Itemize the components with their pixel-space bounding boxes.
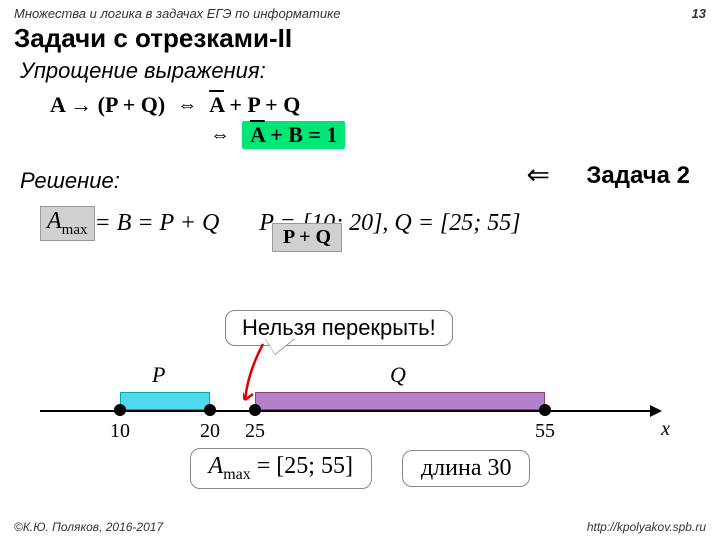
tick-label: 10 xyxy=(110,420,130,443)
copyright: ©К.Ю. Поляков, 2016-2017 xyxy=(14,520,163,534)
x-axis xyxy=(40,410,660,412)
tick-dot xyxy=(204,404,216,416)
tick-dot xyxy=(249,404,261,416)
x-axis-label: x xyxy=(661,418,670,441)
header-topic: Множества и логика в задачах ЕГЭ по инфо… xyxy=(14,6,340,21)
implies-arrow-icon: ⇐ xyxy=(527,158,550,191)
warning-callout: Нельзя перекрыть! xyxy=(225,310,453,346)
q-label: Q xyxy=(390,362,406,388)
formula-line-2: ⇔ A + B = 1 xyxy=(0,120,720,150)
length-result: длина 30 xyxy=(402,450,531,487)
task-number: Задача 2 xyxy=(586,162,690,190)
tick-label: 25 xyxy=(245,420,265,443)
amax-equation: Amax = B = P + Q P = [10; 20], Q = [25; … xyxy=(0,198,720,241)
interval-q-bar xyxy=(255,392,545,410)
formula-line-1: A → (P + Q) ⇔ A + P + Q xyxy=(0,90,720,120)
section-simplification: Упрощение выражения: xyxy=(0,58,720,90)
number-line: P Q x 10 20 25 55 xyxy=(40,350,680,450)
result-row: Amax = [25; 55] длина 30 xyxy=(0,448,720,489)
p-label: P xyxy=(152,362,165,388)
slide-title: Задачи с отрезками-II xyxy=(0,23,720,58)
amax-result: Amax = [25; 55] xyxy=(190,448,372,489)
tick-label: 20 xyxy=(200,420,220,443)
tick-label: 55 xyxy=(535,420,555,443)
slide-header: Множества и логика в задачах ЕГЭ по инфо… xyxy=(0,0,720,23)
slide-footer: ©К.Ю. Поляков, 2016-2017 http://kpolyako… xyxy=(0,520,720,534)
highlighted-formula: A + B = 1 xyxy=(242,121,345,149)
interval-p-bar xyxy=(120,392,210,410)
tick-dot xyxy=(114,404,126,416)
footer-url: http://kpolyakov.spb.ru xyxy=(587,520,706,534)
tick-dot xyxy=(539,404,551,416)
amax-box: Amax xyxy=(40,206,95,241)
slide-number: 13 xyxy=(692,6,706,21)
pq-popup: P + Q xyxy=(272,223,342,252)
